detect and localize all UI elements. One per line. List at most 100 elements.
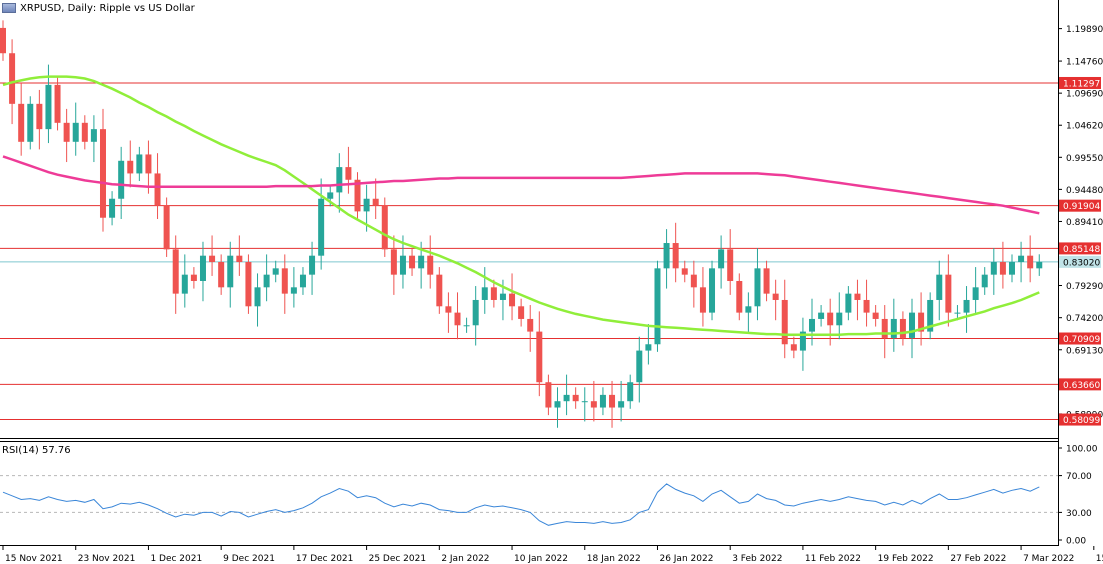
candle-body: [1018, 255, 1025, 263]
candle-body: [54, 84, 61, 123]
rsi-y-tick-label: 0.00: [1066, 537, 1086, 547]
candle-body: [781, 299, 788, 345]
y-tick-label: 1.09690: [1066, 90, 1103, 100]
x-tick-label: 11 Feb 2022: [805, 554, 861, 564]
x-tick-label: 18 Jan 2022: [587, 554, 641, 564]
y-tick-label: 1.04620: [1066, 122, 1103, 132]
candle-body: [163, 205, 170, 250]
candle-body: [836, 312, 843, 326]
candle-body: [581, 401, 588, 403]
candle-body: [754, 268, 761, 307]
ma-line-0: [2, 75, 1040, 337]
y-tick-label: 0.74200: [1066, 314, 1103, 324]
x-tick-label: 7 Mar 2022: [1023, 554, 1074, 564]
candle-body: [681, 268, 688, 275]
ma-line-1: [2, 155, 1040, 215]
candle-body: [999, 262, 1006, 275]
x-tick-label: 26 Jan 2022: [659, 554, 713, 564]
candle-body: [818, 312, 825, 319]
level-price-label: 0.85148: [1063, 245, 1100, 255]
candle-body: [618, 401, 625, 408]
candle-body: [409, 255, 416, 269]
x-tick-label: 19 Feb 2022: [878, 554, 934, 564]
candle-body: [609, 394, 616, 408]
level-price-label: 0.63660: [1063, 381, 1100, 391]
level-price-tag: [1059, 199, 1101, 212]
candle-body: [190, 274, 197, 281]
x-tick-label: 1 Dec 2021: [150, 554, 202, 564]
level-price-tag: [1059, 76, 1101, 89]
rsi-y-tick-label: 70.00: [1066, 472, 1092, 482]
candle-body: [881, 318, 888, 338]
candle-body: [663, 243, 670, 269]
level-price-tag: [1059, 378, 1101, 391]
candle-body: [109, 198, 116, 218]
x-tick-label: 9 Dec 2021: [223, 554, 275, 564]
x-tick-label: 2 Jan 2022: [441, 554, 489, 564]
level-price-label: 1.11297: [1063, 79, 1100, 89]
candle-body: [281, 268, 288, 294]
candle-body: [327, 192, 334, 199]
candle-body: [454, 312, 461, 326]
candle-body: [445, 306, 452, 313]
candle-body: [245, 262, 252, 307]
candle-body: [709, 268, 716, 313]
candle-body: [918, 312, 925, 332]
candle-body: [690, 274, 697, 288]
y-tick-label: 1.19890: [1066, 25, 1103, 35]
rsi-title: RSI(14) 57.76: [2, 445, 71, 456]
candle-body: [899, 318, 906, 338]
candle-body: [90, 129, 97, 142]
rsi-y-tick-label: 30.00: [1066, 509, 1092, 519]
candle-body: [627, 382, 634, 402]
candle-body: [154, 173, 161, 206]
candle-body: [227, 255, 234, 288]
candle-body: [363, 198, 370, 212]
candle-body: [354, 179, 361, 212]
candle-body: [945, 274, 952, 313]
candle-body: [290, 287, 297, 294]
candle-body: [345, 167, 352, 180]
candle-body: [254, 287, 261, 307]
x-tick-label: 15 Nov 2021: [5, 554, 63, 564]
current-price-label: 0.83020: [1063, 258, 1100, 268]
candle-body: [699, 287, 706, 313]
candle-body: [799, 331, 806, 351]
candle-body: [890, 318, 897, 338]
candle-body: [990, 262, 997, 275]
y-tick-label: 0.69130: [1066, 346, 1103, 356]
x-tick-label: 23 Nov 2021: [78, 554, 136, 564]
candle-body: [236, 255, 243, 263]
candle-body: [181, 274, 188, 294]
candle-body: [763, 268, 770, 294]
candle-body: [209, 255, 216, 263]
candle-body: [299, 274, 306, 288]
y-tick-label: 0.94480: [1066, 186, 1103, 196]
candle-body: [18, 103, 25, 142]
level-price-tag: [1059, 413, 1101, 426]
candle-body: [590, 401, 597, 408]
candle-body: [827, 312, 834, 326]
candle-body: [63, 122, 70, 142]
y-tick-label: 1.14760: [1066, 58, 1103, 68]
candle-body: [572, 394, 579, 402]
candle-body: [809, 318, 816, 332]
level-price-tag: [1059, 242, 1101, 255]
candle-body: [672, 243, 679, 269]
candle-body: [863, 299, 870, 313]
candle-body: [563, 394, 570, 402]
y-tick-label: 0.79290: [1066, 282, 1103, 292]
x-tick-label: 17 Dec 2021: [296, 554, 354, 564]
candle-body: [1027, 255, 1034, 269]
candle-body: [118, 160, 125, 199]
candle-body: [381, 205, 388, 250]
candle-body: [172, 249, 179, 294]
candle-body: [372, 198, 379, 206]
level-price-tag: [1059, 332, 1101, 345]
candle-body: [472, 299, 479, 326]
x-tick-label: 25 Dec 2021: [369, 554, 427, 564]
candle-body: [263, 274, 270, 288]
x-tick-label: 10 Jan 2022: [514, 554, 568, 564]
candle-body: [927, 299, 934, 332]
